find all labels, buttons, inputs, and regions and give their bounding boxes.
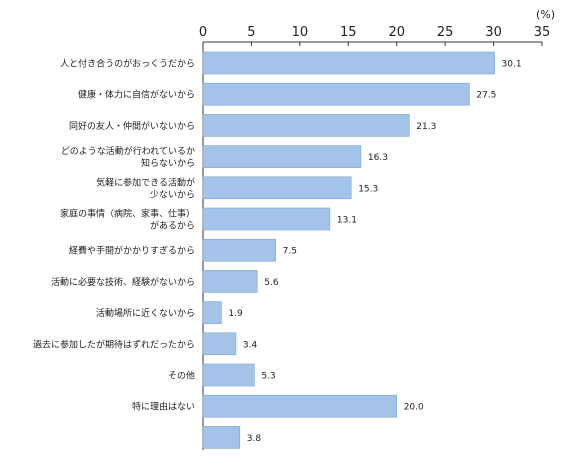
category-label: 気軽に参加できる活動が: [96, 176, 195, 188]
bar: [202, 176, 352, 200]
bar: [202, 394, 398, 418]
bars-group: [202, 51, 495, 449]
x-tick-label: 5: [247, 25, 255, 40]
x-tick-label: 10: [292, 25, 309, 40]
bar: [202, 426, 241, 449]
bar: [202, 270, 258, 293]
bar: [202, 301, 222, 324]
category-label: 特に理由はない: [132, 401, 195, 413]
bar: [202, 332, 237, 356]
category-label: 人と付き合うのがおっくうだから: [60, 58, 195, 70]
category-label: 家庭の事情（病院、家事、仕事）: [60, 208, 195, 220]
value-label: 20.0: [404, 403, 424, 413]
category-label: その他: [168, 370, 195, 382]
unit-label: (%): [536, 8, 555, 21]
x-tick-label: 35: [534, 25, 551, 40]
category-label: 活動場所に近くないから: [96, 307, 195, 319]
value-label: 21.3: [416, 122, 436, 132]
bar: [202, 145, 362, 168]
value-label: 15.3: [358, 184, 378, 194]
category-label: 活動に必要な技術、経験がないから: [51, 276, 195, 288]
category-label: 健康・体力に自信がないから: [78, 89, 195, 101]
value-label: 13.1: [337, 216, 357, 226]
bar: [202, 238, 276, 262]
bar: [202, 114, 410, 137]
value-label: 16.3: [368, 153, 388, 163]
value-label: 5.3: [261, 372, 275, 382]
category-label: 過去に参加したが期待はずれだったから: [33, 338, 195, 350]
value-label: 1.9: [228, 309, 243, 319]
x-tick-label: 20: [388, 25, 405, 40]
value-label: 3.4: [243, 340, 258, 350]
x-tick-label: 25: [437, 25, 454, 40]
x-tick-label: 0: [199, 25, 207, 40]
value-label: 7.5: [283, 247, 297, 257]
value-labels: 30.1 27.5 21.3 16.3 15.3 13.1 7.5 5.6 1.9 3.4 5.3 2…: [228, 60, 521, 444]
value-label: 5.6: [264, 278, 279, 288]
category-label: 経費や手間がかかりすぎるから: [69, 245, 195, 257]
category-label: があるから: [150, 220, 195, 232]
value-label: 27.5: [476, 91, 496, 101]
category-labels: 人と付き合うのがおっくうだから健康・体力に自信がないから同好の友人・仲間がいない…: [33, 58, 195, 413]
value-label: 3.8: [247, 434, 262, 444]
bar: [202, 51, 495, 75]
value-label: 30.1: [502, 60, 522, 70]
bar: [202, 363, 255, 387]
x-tick-label: 30: [485, 25, 502, 40]
category-label: 同好の友人・仲間がいないから: [69, 120, 195, 132]
category-label: どのような活動が行われているか: [61, 145, 195, 157]
bar: [202, 207, 331, 231]
x-tick-label: 15: [340, 25, 357, 40]
category-label: 知らないから: [141, 157, 195, 169]
category-label: 少ないから: [150, 189, 195, 200]
bar: [202, 82, 470, 106]
x-axis-ticks: 0 5 10 15 20 25 30 35: [199, 25, 550, 46]
